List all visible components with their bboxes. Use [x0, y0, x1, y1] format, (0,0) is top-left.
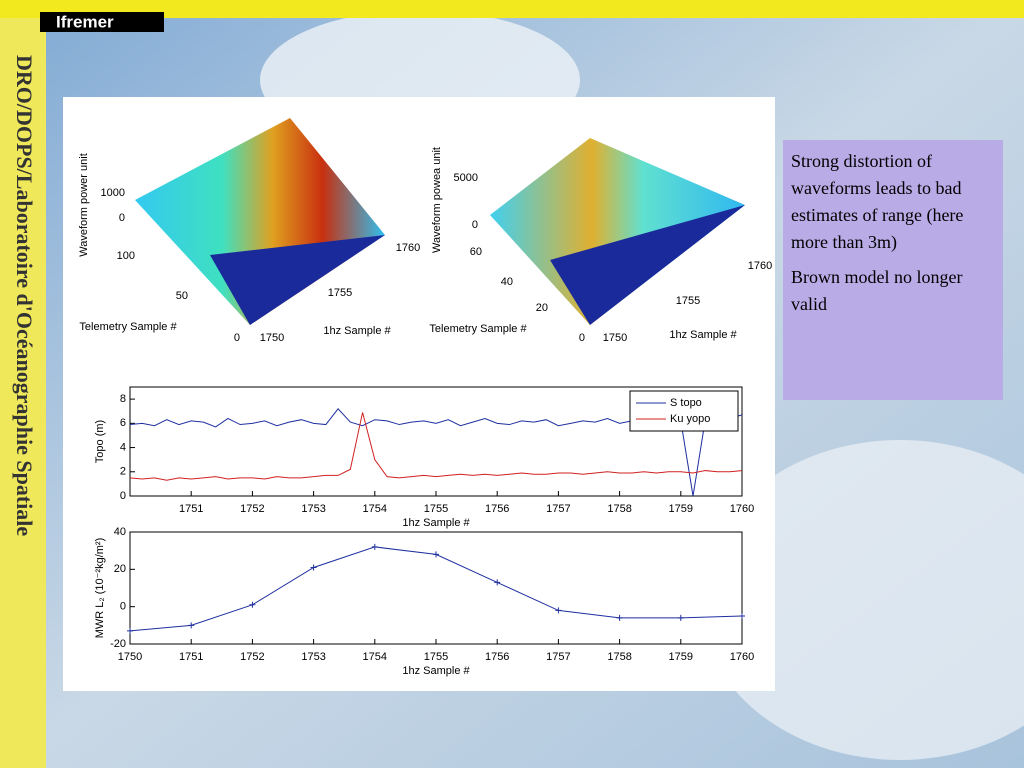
- y-axis-label: 1hz Sample #: [323, 325, 391, 337]
- surface-base: [210, 235, 385, 325]
- x-tick-label: 1760: [730, 651, 754, 663]
- marker: [739, 613, 745, 619]
- marker: [249, 601, 256, 608]
- x-tick-label: 1754: [363, 651, 387, 663]
- x-tick-label: 1756: [485, 651, 509, 663]
- x-tick-label: 1751: [179, 503, 203, 515]
- marker: [127, 627, 133, 634]
- x-tick-label: 1755: [424, 503, 448, 515]
- y-tick-label: 8: [120, 393, 126, 405]
- marker: [677, 614, 684, 621]
- marker: [371, 543, 378, 550]
- y-tick-label: 20: [114, 563, 126, 575]
- sidebar-title: DRO/DOPS/Laboratoire d'Océanographie Spa…: [12, 55, 37, 536]
- y-tick-label: 1760: [396, 242, 420, 254]
- x-axis-label: Telemetry Sample #: [79, 321, 177, 333]
- x-tick-label: 40: [501, 276, 513, 288]
- y-tick-label: 1750: [603, 332, 627, 344]
- sidebar: [0, 18, 46, 768]
- z-tick-label: 1000: [101, 187, 125, 199]
- y-axis-label: Topo (m): [94, 420, 106, 463]
- note-text: Brown model no longer valid: [791, 267, 963, 314]
- x-tick-label: 1753: [301, 651, 325, 663]
- legend-label: S topo: [670, 397, 702, 409]
- top-bar: [0, 0, 1024, 18]
- x-tick-label: 20: [536, 302, 548, 314]
- y-axis-label: MWR L₂ (10⁻²kg/m²): [94, 538, 106, 639]
- z-tick-label: 5000: [454, 172, 478, 184]
- marker: [555, 607, 562, 614]
- y-tick-label: 2: [120, 466, 126, 478]
- z-axis-label: Waveform powea unit: [431, 147, 443, 253]
- z-tick-label: 0: [472, 219, 478, 231]
- surface-plot-1: [135, 118, 385, 325]
- x-tick-label: 60: [470, 246, 482, 258]
- marker: [616, 614, 623, 621]
- y-axis-label: 1hz Sample #: [669, 329, 737, 341]
- y-tick-label: 4: [120, 441, 126, 453]
- x-tick-label: 50: [176, 290, 188, 302]
- z-tick-label: 0: [119, 212, 125, 224]
- x-axis-label: 1hz Sample #: [402, 517, 470, 529]
- z-axis-label: Waveform power unit: [78, 153, 90, 257]
- x-tick-label: 1753: [301, 503, 325, 515]
- x-tick-label: 1751: [179, 651, 203, 663]
- y-tick-label: -20: [110, 638, 126, 650]
- x-tick-label: 1760: [730, 503, 754, 515]
- x-tick-label: 0: [579, 332, 585, 344]
- x-tick-label: 1755: [424, 651, 448, 663]
- x-tick-label: 1758: [607, 651, 631, 663]
- marker: [494, 579, 501, 586]
- note-box: Strong distortion of waveforms leads to …: [783, 140, 1003, 400]
- x-tick-label: 1754: [363, 503, 387, 515]
- cloud: [700, 440, 1024, 760]
- x-tick-label: 1757: [546, 651, 570, 663]
- logo: Ifremer: [56, 12, 114, 31]
- x-tick-label: 1758: [607, 503, 631, 515]
- x-tick-label: 1750: [118, 651, 142, 663]
- x-tick-label: 1757: [546, 503, 570, 515]
- x-axis-label: Telemetry Sample #: [429, 323, 527, 335]
- x-tick-label: 0: [234, 332, 240, 344]
- y-tick-label: 1755: [676, 295, 700, 307]
- data-line: [129, 412, 743, 481]
- y-tick-label: 1750: [260, 332, 284, 344]
- y-tick-label: 6: [120, 417, 126, 429]
- x-tick-label: 1759: [669, 651, 693, 663]
- x-tick-label: 100: [117, 250, 135, 262]
- marker: [188, 622, 195, 629]
- y-tick-label: 1760: [748, 260, 772, 272]
- marker: [310, 564, 317, 571]
- x-tick-label: 1759: [669, 503, 693, 515]
- y-tick-label: 40: [114, 526, 126, 538]
- x-tick-label: 1752: [240, 651, 264, 663]
- x-tick-label: 1756: [485, 503, 509, 515]
- y-tick-label: 0: [120, 490, 126, 502]
- surface: [490, 138, 745, 325]
- marker: [433, 551, 439, 558]
- y-tick-label: 1755: [328, 287, 352, 299]
- logo-box: [40, 12, 164, 32]
- note-text: Strong distortion of waveforms leads to …: [791, 151, 964, 252]
- x-tick-label: 1752: [240, 503, 264, 515]
- legend: [629, 390, 739, 432]
- y-tick-label: 0: [120, 601, 126, 613]
- x-axis-label: 1hz Sample #: [402, 665, 470, 677]
- legend-label: Ku yopo: [670, 413, 710, 425]
- surface-plot-2: [490, 138, 745, 325]
- surface-base: [550, 205, 745, 325]
